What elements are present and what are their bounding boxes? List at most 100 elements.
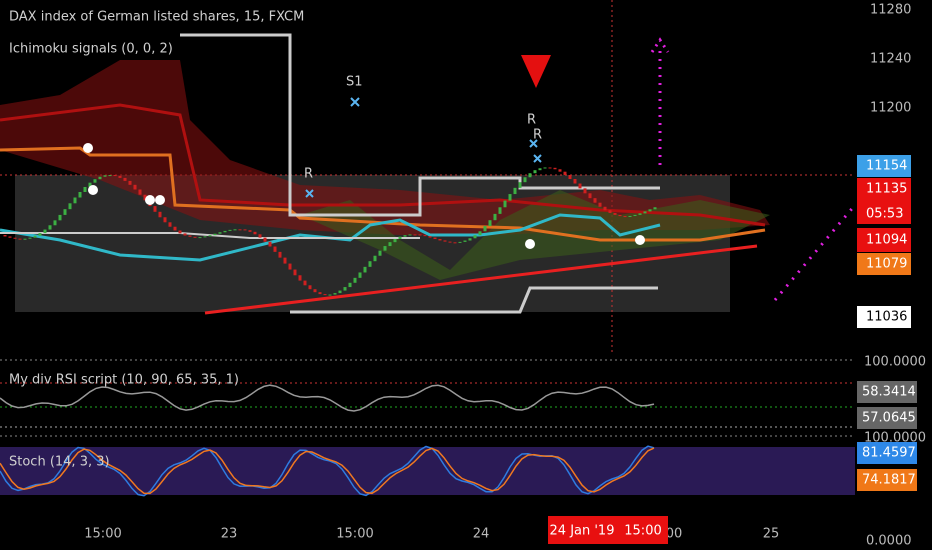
price-badge: [857, 228, 911, 252]
stoch-badge-label: 81.4597: [862, 446, 916, 461]
candle: [418, 234, 422, 236]
price-label: 11200: [870, 101, 911, 116]
candle: [163, 217, 167, 223]
candle: [68, 203, 72, 210]
countdown-label: 05:53: [866, 207, 903, 222]
candle: [303, 280, 307, 286]
candle: [428, 236, 432, 238]
candle: [363, 266, 367, 273]
candle: [178, 230, 182, 234]
time-label: 15:00: [336, 527, 373, 542]
candle: [558, 169, 562, 172]
candle: [533, 170, 537, 174]
candle: [53, 220, 57, 226]
candle: [158, 211, 162, 218]
candle: [358, 272, 362, 278]
candle: [373, 255, 377, 262]
price-badge: [857, 178, 911, 224]
candle: [113, 175, 117, 177]
candle: [253, 231, 257, 235]
candle: [553, 167, 557, 170]
stoch-badge: [857, 442, 917, 464]
candle: [168, 222, 172, 227]
candle: [153, 206, 157, 212]
signal-dots: [83, 143, 645, 249]
candle: [473, 235, 477, 239]
time-label: 15:00: [84, 527, 121, 542]
candle: [333, 293, 337, 295]
candle: [508, 194, 512, 201]
step-line: [0, 232, 420, 239]
candle: [188, 235, 192, 237]
candle: [528, 173, 532, 178]
candle: [133, 184, 137, 190]
candle: [278, 251, 282, 258]
stoch-axis-label: 100.0000: [864, 431, 926, 446]
candle: [443, 240, 447, 242]
candle: [328, 294, 332, 296]
candle: [423, 235, 427, 237]
cursor-badge: [548, 516, 668, 544]
candle: [653, 207, 657, 210]
price-label: 11280: [870, 3, 911, 18]
candle: [548, 167, 552, 169]
candle: [383, 246, 387, 251]
candle: [343, 287, 347, 291]
candle: [288, 263, 292, 270]
candle: [543, 167, 547, 169]
candle: [633, 214, 637, 216]
rsi-title: My div RSI script (10, 90, 65, 35, 1): [9, 373, 239, 388]
candle: [518, 182, 522, 188]
candle: [223, 230, 227, 233]
candle: [468, 238, 472, 241]
candle: [198, 237, 202, 239]
candle: [23, 238, 27, 240]
marker-label: R: [304, 167, 313, 182]
candle: [48, 225, 52, 230]
candle: [18, 238, 22, 240]
marker-label: S1: [346, 75, 363, 90]
candle: [613, 212, 617, 215]
chart-title: DAX index of German listed shares, 15, F…: [9, 10, 304, 25]
candle: [258, 234, 262, 238]
stoch-d: [0, 447, 655, 495]
candle: [228, 229, 232, 231]
price-badge-label: 11154: [866, 159, 907, 174]
span: [0, 103, 766, 227]
candle: [393, 239, 397, 243]
candle: [638, 213, 642, 215]
candle: [13, 237, 17, 239]
candle: [323, 294, 327, 296]
candle: [568, 174, 572, 179]
candle: [563, 171, 567, 175]
rsi-badge: [857, 381, 917, 403]
price-badge: [857, 306, 911, 328]
cursor-date: 24 Jan '19: [550, 524, 615, 539]
candle: [348, 282, 352, 288]
candle: [8, 236, 12, 238]
projection-arrow: [650, 37, 670, 53]
candle: [88, 182, 92, 187]
candle: [493, 213, 497, 221]
candle: [108, 175, 112, 177]
candle: [103, 175, 107, 177]
candle: [628, 215, 632, 217]
candle: [98, 176, 102, 180]
candle: [648, 209, 652, 212]
marker-label: R: [527, 113, 536, 128]
price-label: 11240: [870, 52, 911, 67]
candle: [598, 202, 602, 207]
candle: [623, 216, 627, 218]
candle: [248, 230, 252, 232]
candle: [593, 198, 597, 203]
candle: [573, 178, 577, 184]
rsi-line: [0, 384, 655, 412]
candle: [33, 235, 37, 238]
candle: [138, 189, 142, 195]
candle: [268, 241, 272, 247]
candle: [213, 233, 217, 236]
step-line: [290, 286, 658, 314]
candle: [458, 241, 462, 243]
candle: [298, 275, 302, 281]
marker-label: R: [533, 128, 542, 143]
